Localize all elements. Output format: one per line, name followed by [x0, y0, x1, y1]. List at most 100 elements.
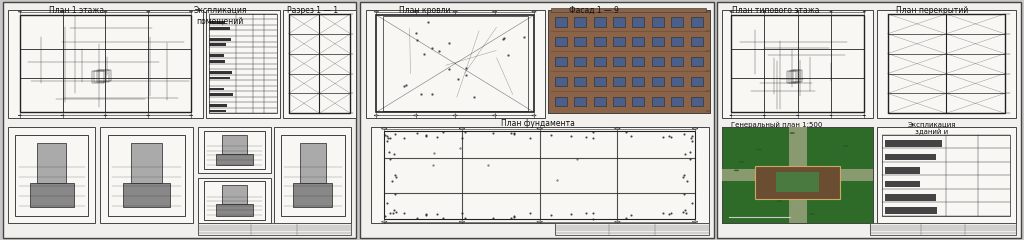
Text: План фундамента: План фундамента [501, 119, 574, 128]
Bar [788, 127, 807, 223]
Bar [210, 43, 226, 46]
Bar [885, 207, 937, 214]
Circle shape [537, 221, 543, 222]
Bar [555, 97, 567, 106]
Bar [274, 127, 351, 223]
Bar [791, 70, 801, 82]
Circle shape [189, 115, 193, 116]
Circle shape [757, 149, 761, 150]
Bar [97, 70, 109, 82]
Bar [3, 2, 356, 238]
Bar [210, 71, 231, 74]
Bar [123, 183, 170, 207]
Bar [555, 77, 567, 86]
Bar [198, 223, 351, 235]
Bar [99, 70, 112, 81]
Bar [210, 110, 226, 113]
Bar [555, 223, 709, 235]
Bar [210, 27, 229, 30]
Circle shape [18, 11, 22, 12]
Text: План перекрытий: План перекрытий [896, 6, 968, 15]
Bar [633, 37, 644, 46]
Bar [690, 18, 702, 27]
Circle shape [797, 115, 799, 116]
Circle shape [493, 115, 497, 116]
Bar [300, 143, 326, 183]
Bar [210, 54, 223, 57]
Circle shape [614, 128, 621, 129]
Bar [210, 38, 231, 41]
Text: План 1 этажа: План 1 этажа [49, 6, 104, 15]
Bar [633, 97, 644, 106]
Bar [222, 135, 247, 154]
Bar [594, 77, 605, 86]
Bar [8, 10, 203, 118]
Bar [885, 180, 921, 187]
Bar [652, 77, 664, 86]
Bar [790, 71, 799, 83]
Circle shape [453, 115, 458, 116]
Circle shape [692, 221, 697, 222]
Circle shape [459, 128, 465, 129]
Circle shape [382, 221, 387, 222]
Bar [885, 140, 942, 147]
Bar [383, 17, 527, 111]
Circle shape [692, 128, 697, 129]
Circle shape [414, 11, 418, 12]
Bar [551, 7, 707, 12]
Circle shape [103, 115, 108, 116]
Bar [131, 143, 162, 183]
Bar [690, 37, 702, 46]
Text: План типового этажа: План типового этажа [732, 6, 820, 15]
Bar [717, 2, 1021, 238]
Bar [204, 131, 265, 169]
Circle shape [61, 115, 65, 116]
Circle shape [146, 115, 150, 116]
Bar [885, 154, 936, 160]
Bar [360, 2, 714, 238]
Bar [722, 127, 873, 223]
Bar [555, 37, 567, 46]
Bar [652, 57, 664, 66]
Bar [555, 57, 567, 66]
Bar [574, 57, 586, 66]
Circle shape [829, 115, 833, 116]
Circle shape [730, 115, 732, 116]
Text: Фасад 1 — 9: Фасад 1 — 9 [569, 6, 618, 15]
Bar [555, 18, 567, 27]
Circle shape [614, 221, 621, 222]
Text: Экспликация
зданий и: Экспликация зданий и [907, 121, 956, 135]
Bar [548, 10, 710, 113]
Bar [613, 77, 625, 86]
Bar [888, 14, 1005, 113]
Bar [877, 10, 1016, 118]
Bar [877, 127, 1016, 223]
Bar [882, 135, 1011, 216]
Bar [216, 204, 253, 216]
Bar [690, 77, 702, 86]
Bar [574, 97, 586, 106]
Bar [776, 172, 819, 192]
Text: Разрез 1 — 1: Разрез 1 — 1 [287, 6, 338, 15]
Bar [690, 97, 702, 106]
Bar [377, 15, 535, 112]
Bar [548, 10, 710, 113]
Bar [672, 97, 683, 106]
Bar [209, 14, 276, 113]
Bar [594, 18, 605, 27]
Bar [206, 10, 280, 118]
Bar [281, 135, 345, 216]
Bar [283, 10, 356, 118]
Circle shape [414, 115, 418, 116]
Circle shape [844, 145, 848, 147]
Bar [793, 70, 803, 82]
Bar [731, 15, 864, 112]
Circle shape [374, 11, 379, 12]
Bar [613, 18, 625, 27]
Bar [594, 97, 605, 106]
Circle shape [103, 11, 108, 12]
Bar [204, 181, 265, 220]
Bar [574, 37, 586, 46]
Circle shape [382, 128, 387, 129]
Bar [384, 131, 695, 219]
